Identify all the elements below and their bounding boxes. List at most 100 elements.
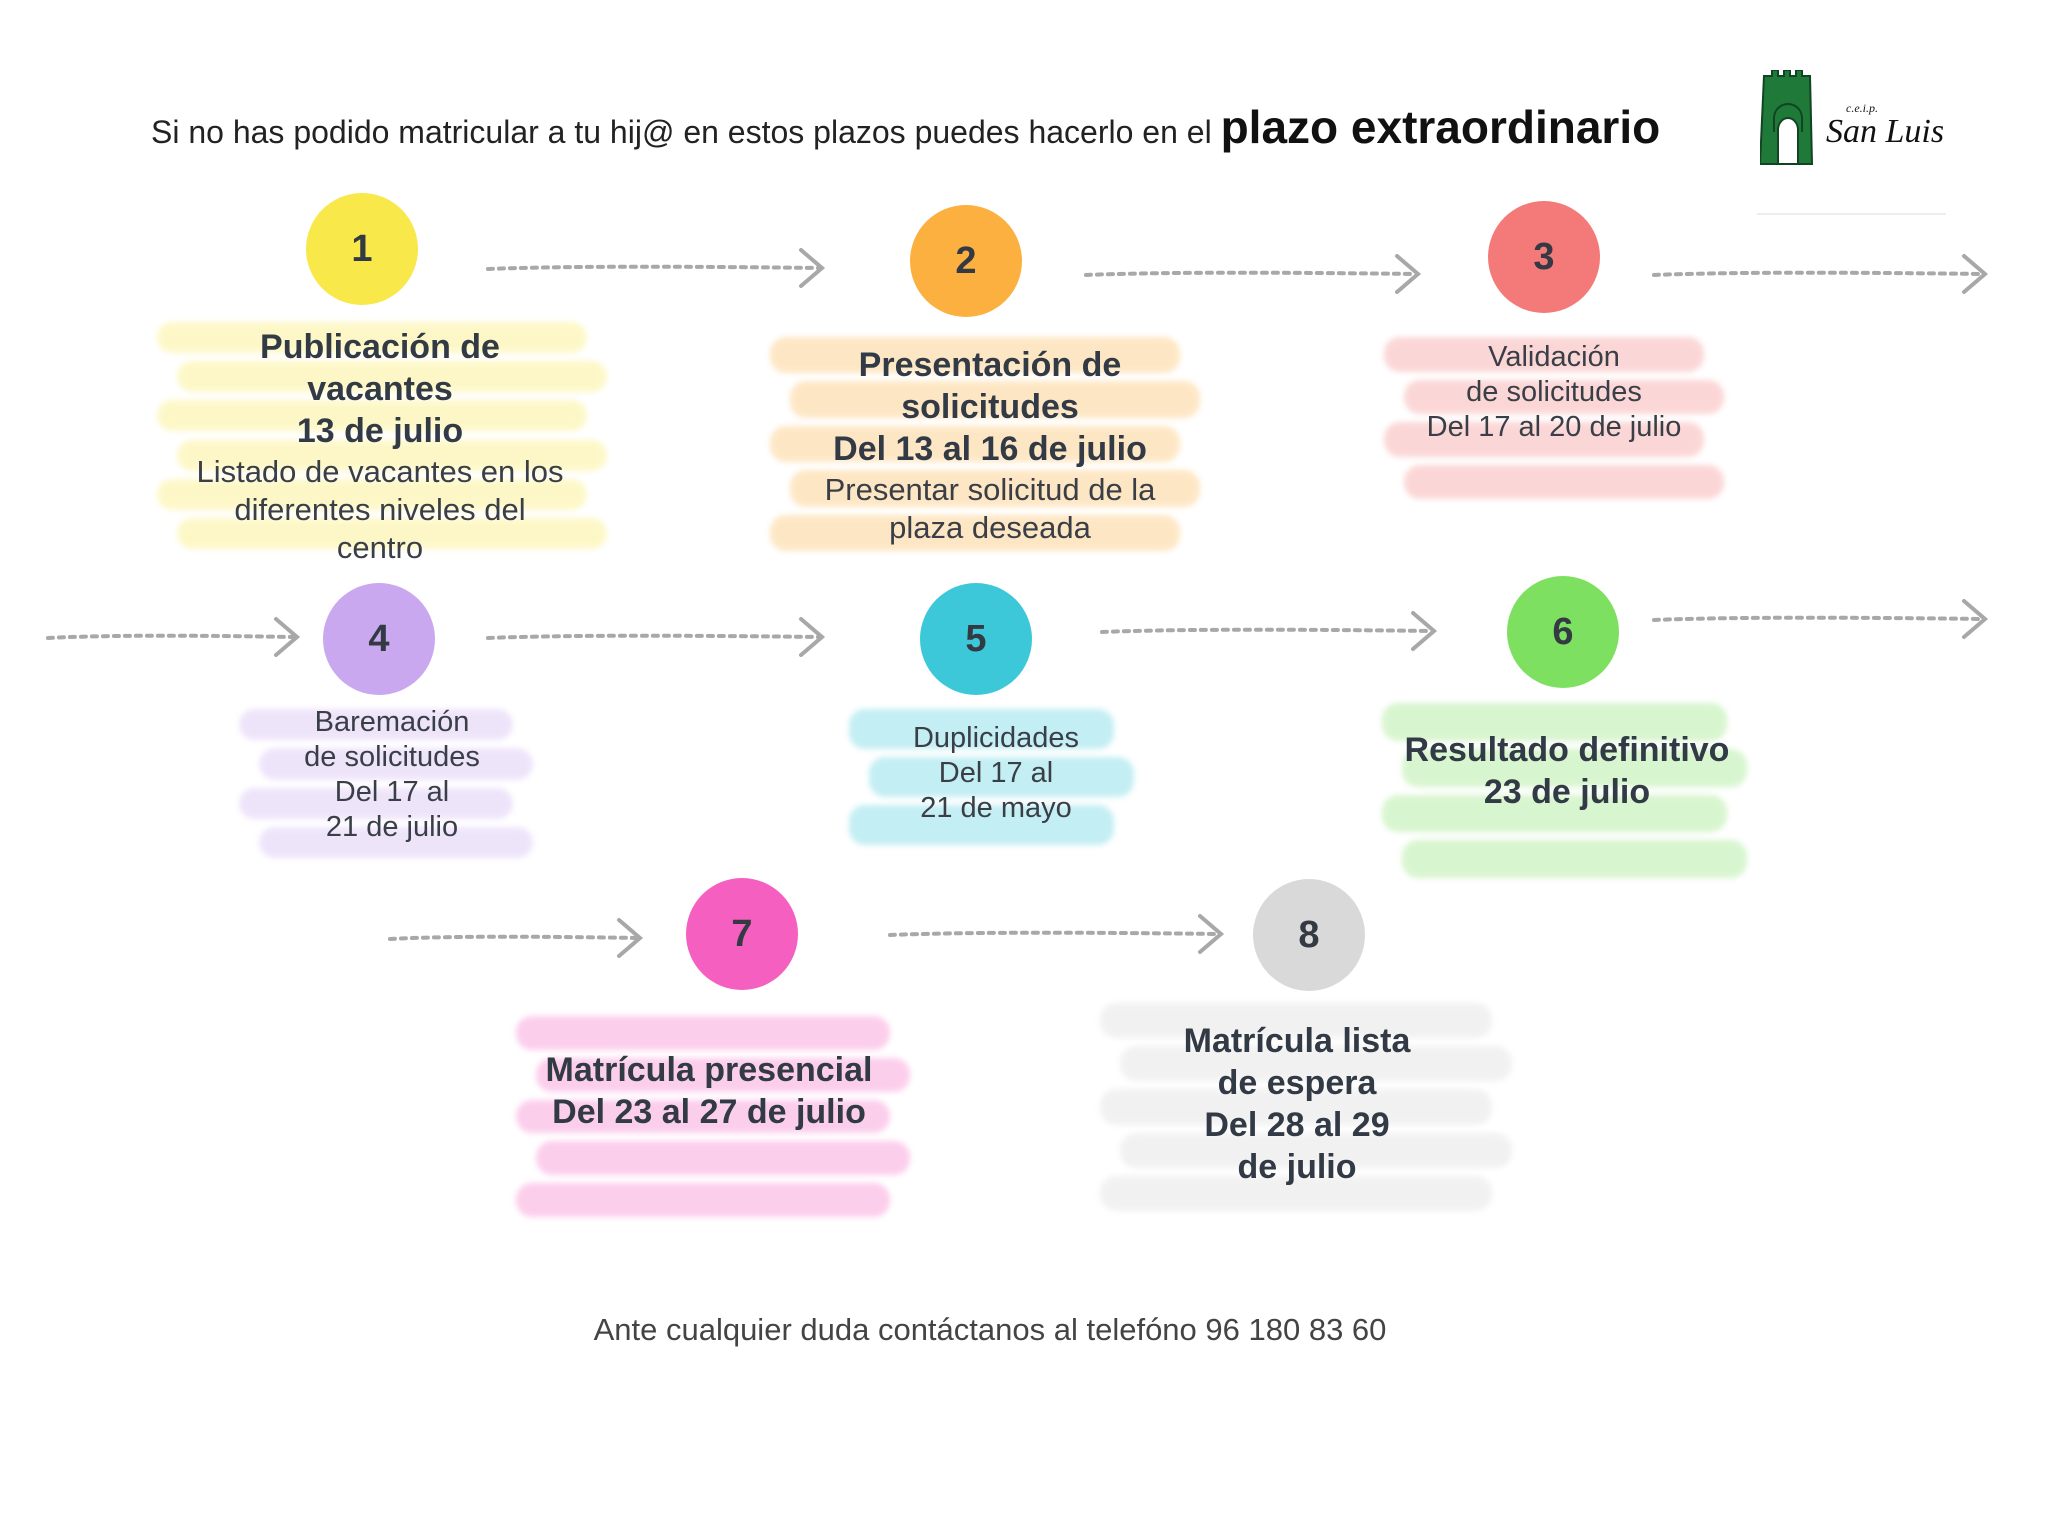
arrow-right-icon <box>486 248 826 288</box>
step-number-8: 8 <box>1253 879 1365 991</box>
brush-stroke <box>516 1016 890 1050</box>
brush-stroke <box>259 748 533 780</box>
arrow-right-icon <box>1652 599 1989 639</box>
step-title-line: Matrícula lista <box>1183 1022 1411 1060</box>
step-number-4: 4 <box>323 583 435 695</box>
step-detail-line: Del 17 al <box>938 757 1054 789</box>
brush-stroke <box>869 757 1134 797</box>
arrow-head <box>1962 599 1989 639</box>
step-5-text: Duplicidades Del 17 al 21 de mayo <box>913 724 1079 829</box>
brush-stroke <box>239 787 513 819</box>
step-number-3: 3 <box>1488 201 1600 313</box>
dotted-line <box>388 934 639 941</box>
arrow-head <box>1962 254 1989 294</box>
highlight-brush <box>516 1012 910 1221</box>
logo-name: San Luis <box>1826 113 1944 150</box>
dotted-line <box>1100 627 1433 634</box>
step-title-line: de julio <box>1237 1148 1357 1186</box>
dotted-line <box>1084 270 1417 277</box>
step-detail-line: centro <box>336 530 424 565</box>
dotted-line <box>486 264 821 271</box>
step-detail-line: de solicitudes <box>304 741 480 773</box>
step-title-line: Matrícula presencial <box>545 1051 873 1089</box>
brush-stroke <box>536 1057 910 1092</box>
step-number-7: 7 <box>686 878 798 990</box>
brush-stroke <box>177 439 607 471</box>
step-title-line: solicitudes <box>901 388 1079 426</box>
step-number-6: 6 <box>1507 576 1619 688</box>
brush-stroke <box>770 425 1180 463</box>
brush-stroke <box>536 1141 910 1176</box>
arrow-right-icon <box>486 617 826 657</box>
brush-stroke <box>790 381 1200 418</box>
logo-small-text: c.e.i.p. <box>1846 101 1878 115</box>
arrow-head <box>799 248 826 288</box>
highlight-brush <box>1100 999 1512 1215</box>
dotted-line <box>1652 270 1984 277</box>
highlight-brush <box>239 705 533 862</box>
brush-stroke <box>157 400 587 432</box>
arrow-right-icon <box>46 617 301 657</box>
dotted-line <box>486 633 821 640</box>
header-text: Si no has podido matricular a tu hij@ en… <box>151 100 1660 154</box>
highlight-brush <box>770 333 1200 555</box>
brush-stroke <box>1100 1003 1492 1039</box>
brush-stroke <box>1404 379 1724 414</box>
dotted-line <box>46 633 296 640</box>
arrow-right-icon <box>1084 254 1422 294</box>
brush-stroke <box>177 517 607 549</box>
arrow-head <box>274 617 301 657</box>
step-number-5: 5 <box>920 583 1032 695</box>
brush-stroke <box>849 709 1114 749</box>
divider <box>1757 213 1946 215</box>
highlight-brush <box>1384 333 1724 503</box>
step-title-line: Resultado definitivo <box>1404 731 1730 769</box>
brush-stroke <box>259 826 533 858</box>
highlight-brush <box>849 705 1134 849</box>
step-detail-line: diferentes niveles del <box>234 492 526 527</box>
step-title-line: 23 de julio <box>1483 773 1651 811</box>
step-8-text: Matrícula lista de espera Del 28 al 29 de j… <box>1184 1024 1411 1192</box>
brush-stroke <box>1384 422 1704 457</box>
step-detail-line: 21 de mayo <box>920 792 1072 824</box>
brush-stroke <box>770 337 1180 374</box>
dotted-line <box>1652 615 1984 622</box>
step-detail-line: Duplicidades <box>912 722 1080 754</box>
brush-stroke <box>516 1183 890 1217</box>
step-detail-line: Baremación <box>314 706 470 738</box>
step-2-text: Presentación de solicitudes Del 13 al 16 d… <box>825 348 1156 550</box>
brush-stroke <box>1402 748 1747 787</box>
arrow-right-icon <box>1652 254 1989 294</box>
step-title-line: Publicación de <box>260 328 500 366</box>
brush-stroke <box>1100 1089 1492 1125</box>
header-emphasis: plazo extraordinario <box>1220 101 1661 153</box>
brush-stroke <box>177 361 607 393</box>
arrow-head <box>1198 914 1225 954</box>
brush-stroke <box>1404 464 1724 499</box>
brush-stroke <box>1100 1175 1492 1211</box>
arrow-right-icon <box>388 918 644 958</box>
step-title-line: Del 23 al 27 de julio <box>552 1093 866 1131</box>
step-title-line: Presentación de <box>858 346 1122 384</box>
step-title-line: de espera <box>1217 1064 1377 1102</box>
arrow-head <box>1411 611 1438 651</box>
arrow-right-icon <box>888 914 1225 954</box>
step-detail-line: Presentar solicitud de la <box>824 472 1156 507</box>
step-detail-line: de solicitudes <box>1466 376 1642 408</box>
highlight-brush <box>1382 699 1747 882</box>
step-number-2: 2 <box>910 205 1022 317</box>
step-1-text: Publicación de vacantes 13 de julio Listado… <box>196 330 563 570</box>
step-detail-line: Del 17 al <box>334 776 450 808</box>
brush-stroke <box>770 514 1180 551</box>
step-6-text: Resultado definitivo 23 de julio <box>1405 733 1730 817</box>
brush-stroke <box>1402 840 1747 878</box>
footer-contact: Ante cualquier duda contáctanos al telef… <box>593 1312 1387 1347</box>
arrow-head <box>799 617 826 657</box>
brush-stroke <box>1384 337 1704 372</box>
brush-stroke <box>239 709 513 741</box>
school-logo: c.e.i.p. San Luis <box>1758 69 1950 170</box>
highlight-brush <box>157 318 607 553</box>
tower-icon: c.e.i.p. San Luis <box>1758 69 1944 165</box>
step-4-text: Baremación de solicitudes Del 17 al 21 de j… <box>304 708 480 848</box>
brush-stroke <box>157 478 587 510</box>
